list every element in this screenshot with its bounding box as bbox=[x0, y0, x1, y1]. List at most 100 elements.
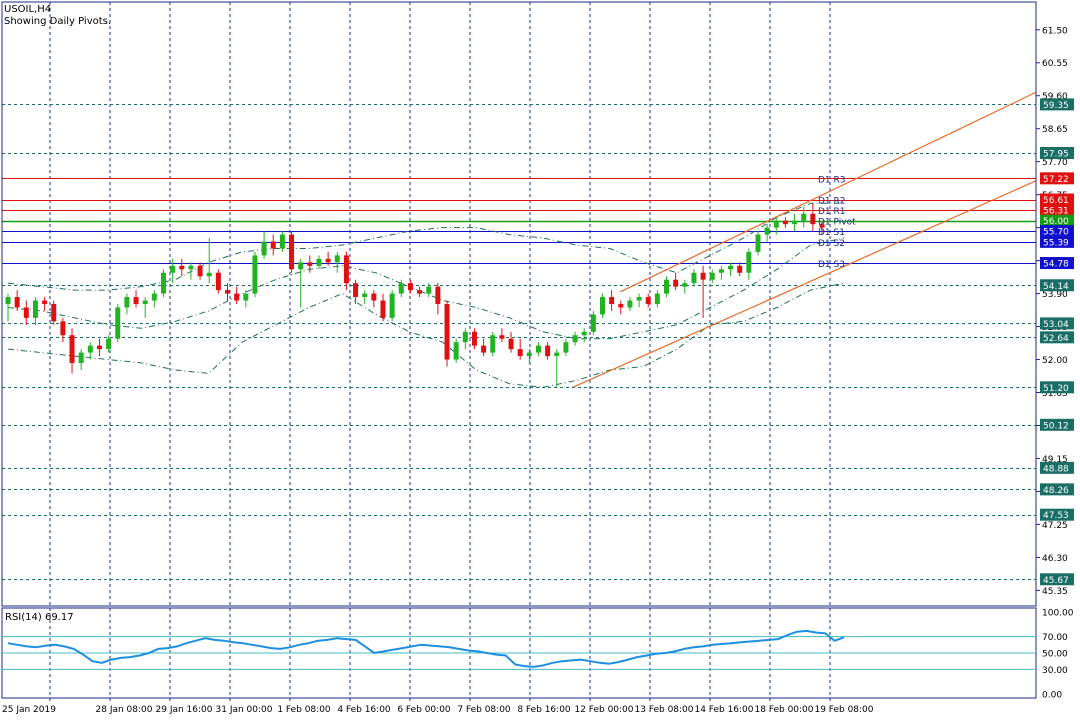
candle-bear bbox=[69, 335, 75, 364]
time-label: 29 Jan 16:00 bbox=[156, 705, 213, 715]
candle-bull bbox=[590, 314, 596, 332]
pivot-label: D1 Pivot bbox=[818, 218, 856, 228]
level-badge bbox=[1040, 381, 1074, 394]
candle-bear bbox=[197, 265, 203, 277]
price-tick-label: 59.60 bbox=[1042, 92, 1068, 102]
candle-bull bbox=[572, 335, 578, 343]
bollinger-lower bbox=[7, 282, 845, 388]
candle-bull bbox=[746, 251, 752, 273]
candle-bear bbox=[234, 293, 240, 301]
time-label: 19 Feb 08:00 bbox=[814, 705, 873, 715]
candle-bear bbox=[14, 297, 20, 308]
candle-bear bbox=[700, 272, 706, 280]
candle-bull bbox=[627, 300, 633, 308]
candle-bull bbox=[554, 352, 560, 357]
candle-bear bbox=[499, 335, 505, 339]
candle-bull bbox=[170, 265, 176, 273]
candle-bear bbox=[371, 293, 377, 301]
candle-bear bbox=[42, 300, 48, 304]
level-badge-label: 59.35 bbox=[1043, 101, 1069, 111]
price-tick-label: 51.05 bbox=[1042, 389, 1068, 399]
candle-bull bbox=[87, 345, 93, 353]
rsi-tick-label: 70.00 bbox=[1042, 633, 1068, 643]
candle-bull bbox=[792, 220, 798, 225]
level-badge-label: 56.00 bbox=[1043, 217, 1069, 227]
candle-bull bbox=[151, 293, 157, 301]
level-badge-label: 50.12 bbox=[1043, 421, 1069, 431]
candle-bear bbox=[60, 321, 66, 336]
level-badge bbox=[1040, 257, 1074, 270]
candle-bear bbox=[407, 283, 413, 291]
vertical-grid bbox=[49, 2, 831, 698]
level-badge-label: 54.78 bbox=[1043, 260, 1069, 270]
candle-bull bbox=[316, 258, 322, 266]
candle-bear bbox=[645, 297, 651, 304]
candle-bull bbox=[764, 227, 770, 235]
time-label: 13 Feb 08:00 bbox=[634, 705, 693, 715]
candle-bear bbox=[325, 258, 331, 263]
rsi-label: RSI(14) 69.17 bbox=[5, 612, 74, 623]
candle-bear bbox=[737, 265, 743, 273]
candle-bear bbox=[270, 241, 276, 249]
rsi-tick-label: 0.00 bbox=[1042, 691, 1062, 701]
candle-bull bbox=[115, 307, 121, 339]
candle-bull bbox=[398, 283, 404, 294]
price-tick-label: 61.50 bbox=[1042, 26, 1068, 36]
candle-bull bbox=[142, 300, 148, 304]
candle-bear bbox=[289, 234, 295, 270]
symbol-label: USOIL,H4 bbox=[4, 4, 51, 15]
level-badge bbox=[1040, 193, 1074, 206]
level-badges: 59.35 57.95 57.22 56.6156.3156.0055.7055.39… bbox=[1040, 98, 1074, 586]
time-label: 25 Jan 2019 bbox=[2, 705, 56, 715]
bollinger-bands bbox=[7, 202, 845, 388]
candle-bull bbox=[526, 352, 532, 357]
candle-bear bbox=[380, 300, 386, 318]
candle-bull bbox=[32, 300, 38, 318]
pivot-label: D1 S1 bbox=[818, 228, 845, 238]
subtitle-label: Showing Daily Pivots. bbox=[4, 16, 111, 27]
level-badge-label: 48.88 bbox=[1043, 464, 1069, 474]
candle-bull bbox=[78, 352, 84, 364]
candle-bull bbox=[709, 272, 715, 280]
candle-bear bbox=[353, 283, 359, 298]
candle-bull bbox=[718, 269, 724, 273]
candle-bull bbox=[124, 297, 130, 308]
level-badge-label: 51.20 bbox=[1043, 384, 1069, 394]
candle-bull bbox=[636, 297, 642, 301]
level-badge-label: 55.70 bbox=[1043, 228, 1069, 238]
candle-bear bbox=[307, 262, 313, 266]
pivot-label: D1 S2 bbox=[818, 239, 845, 249]
time-label: 14 Feb 16:00 bbox=[694, 705, 753, 715]
time-axis: 25 Jan 2019 28 Jan 08:00 29 Jan 16:00 31 Ja… bbox=[2, 698, 874, 715]
candle-bull bbox=[243, 293, 249, 301]
level-badge-label: 55.39 bbox=[1043, 238, 1069, 248]
candle-bear bbox=[819, 224, 825, 228]
candle-bear bbox=[96, 345, 102, 350]
level-badge bbox=[1040, 483, 1074, 496]
candle-bull bbox=[563, 342, 569, 353]
level-badge-label: 45.67 bbox=[1043, 576, 1069, 586]
candle-bull bbox=[581, 331, 587, 336]
time-label: 4 Feb 16:00 bbox=[337, 705, 391, 715]
candle-bull bbox=[453, 342, 459, 360]
candle-bear bbox=[673, 279, 679, 287]
candle-bull bbox=[298, 262, 304, 270]
level-badge-label: 57.95 bbox=[1043, 150, 1069, 160]
candle-bull bbox=[801, 213, 807, 221]
time-label: 12 Feb 00:00 bbox=[574, 705, 633, 715]
rsi-tick-label: 30.00 bbox=[1042, 666, 1068, 676]
trend-channel bbox=[572, 91, 1037, 388]
candle-bull bbox=[252, 255, 258, 294]
candle-bear bbox=[782, 220, 788, 225]
candle-bull bbox=[773, 220, 779, 228]
candle-bull bbox=[728, 265, 734, 270]
candle-bear bbox=[481, 345, 487, 353]
level-badge bbox=[1040, 203, 1074, 216]
candle-bear bbox=[23, 307, 29, 318]
time-label: 1 Feb 08:00 bbox=[277, 705, 331, 715]
candle-bull bbox=[599, 297, 605, 315]
level-badge bbox=[1040, 147, 1074, 159]
